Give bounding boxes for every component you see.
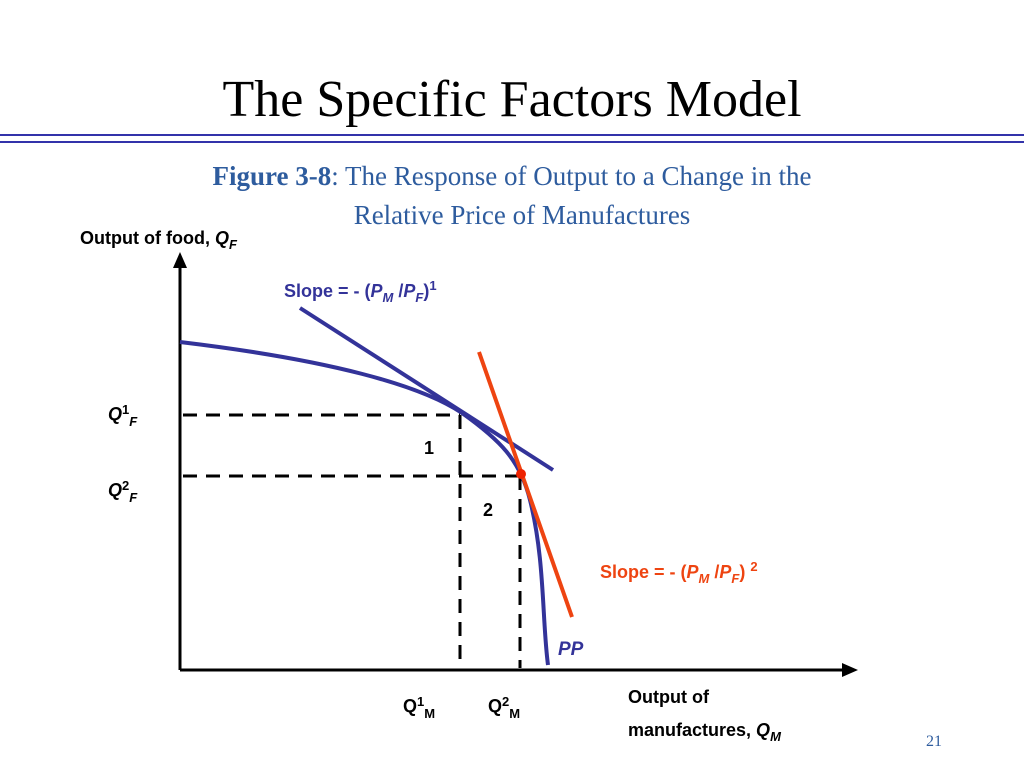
label-part: Q <box>215 228 229 248</box>
label-part: 2 <box>750 559 757 574</box>
label-part: F <box>415 290 424 305</box>
label-part: F <box>129 414 138 429</box>
label-part: M <box>509 706 520 721</box>
label-part: 1 <box>122 402 129 417</box>
label-part: M <box>699 571 711 586</box>
label-part: ) <box>739 562 750 582</box>
y-axis-label: Output of food, QF <box>80 228 238 252</box>
label-part: F <box>229 237 238 252</box>
label-part: P <box>371 281 384 301</box>
page-number: 21 <box>926 733 942 750</box>
label-part: M <box>770 729 782 744</box>
label-part: 1 <box>417 694 424 709</box>
label-part: Output of food, <box>80 228 215 248</box>
label-part: Q <box>488 696 502 716</box>
caption: Figure 3-8: The Response of Output to a … <box>213 161 812 191</box>
label-part: Q <box>108 404 122 424</box>
label-part: Q <box>108 480 122 500</box>
label-part: / <box>393 281 403 301</box>
point <box>516 469 526 479</box>
arrow <box>842 663 858 677</box>
q-label: Q1F <box>108 402 138 429</box>
label-part: 2 <box>122 478 129 493</box>
point-label: 1 <box>424 438 434 458</box>
label-part: manufactures, <box>628 720 756 740</box>
q-label: Q1M <box>403 694 435 721</box>
caption-label: Figure 3-8 <box>213 161 332 191</box>
label-part: M <box>424 706 435 721</box>
label-part: F <box>129 490 138 505</box>
label-part: 2 <box>502 694 509 709</box>
label-part: M <box>383 290 395 305</box>
slide-title: The Specific Factors Model <box>222 71 801 128</box>
label-part: ) <box>423 281 429 301</box>
label-part: P <box>687 562 700 582</box>
x-axis-label: Output of <box>628 687 710 707</box>
label-part: P <box>719 562 732 582</box>
label-part: 1 <box>429 278 436 293</box>
point-label: 2 <box>483 500 493 520</box>
label-part: Slope = - ( <box>600 562 687 582</box>
slope-label: Slope = - (PM /PF) 2 <box>600 559 758 586</box>
label-part: Q <box>403 696 417 716</box>
tangent-line <box>477 351 574 618</box>
caption-text: : The Response of Output to a Change in … <box>331 161 811 191</box>
curve-label: PP <box>558 639 584 660</box>
label-part: Q <box>756 720 770 740</box>
label-part: / <box>709 562 719 582</box>
slope-label: Slope = - (PM /PF)1 <box>284 278 437 305</box>
label-part: P <box>403 281 416 301</box>
label-part: Slope = - ( <box>284 281 371 301</box>
label-part: F <box>731 571 740 586</box>
pp-curve <box>179 340 550 666</box>
x-axis-label: manufactures, QM <box>628 720 782 744</box>
q-label: Q2M <box>488 694 520 721</box>
q-label: Q2F <box>108 478 138 505</box>
arrow <box>173 252 187 268</box>
caption-text: Relative Price of Manufactures <box>354 200 691 230</box>
